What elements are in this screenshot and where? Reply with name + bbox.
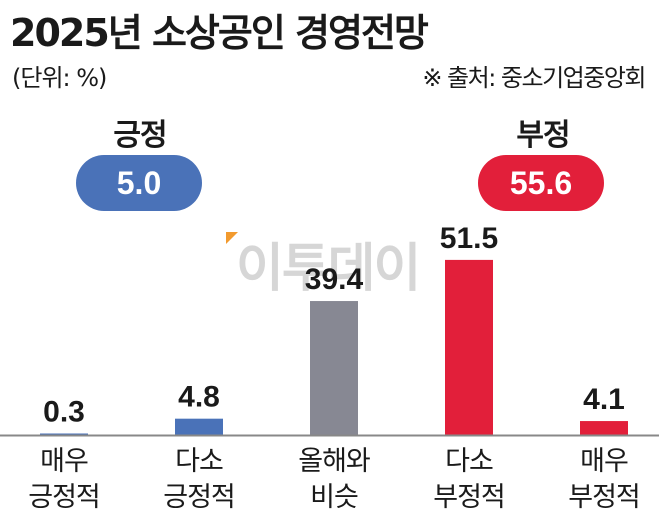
- bar-value-label-3: 51.5: [440, 222, 498, 255]
- watermark: 이투데이: [236, 239, 421, 299]
- positive-summary-label: 긍정: [113, 118, 167, 153]
- category-label-line: 다소: [445, 446, 494, 477]
- category-label-line: 매우: [580, 446, 629, 477]
- unit-label: (단위: %): [12, 64, 107, 92]
- negative-summary-label: 부정: [516, 118, 570, 153]
- category-label-line: 긍정적: [28, 482, 101, 513]
- positive-summary-pill: 5.0: [76, 155, 202, 211]
- category-label-line: 비슷: [310, 482, 359, 513]
- category-label-line: 올해와: [298, 446, 371, 477]
- bar-4: [580, 421, 628, 435]
- negative-summary-pill: 55.6: [478, 155, 604, 211]
- bar-value-label-2: 39.4: [305, 263, 364, 296]
- bar-value-label-4: 4.1: [583, 383, 625, 416]
- category-label-line: 긍정적: [163, 482, 236, 513]
- category-label-line: 매우: [40, 446, 89, 477]
- bar-value-label-1: 4.8: [178, 381, 220, 414]
- chart-title: 2025년 소상공인 경영전망: [10, 11, 429, 55]
- category-label-line: 부정적: [568, 482, 641, 513]
- source-note: ※ 출처: 중소기업중앙회: [422, 64, 646, 92]
- bar-2: [310, 301, 358, 435]
- category-label-line: 다소: [175, 446, 224, 477]
- bar-value-label-0: 0.3: [43, 396, 85, 429]
- watermark-logo-mark: [226, 232, 238, 244]
- bar-0: [40, 433, 88, 435]
- bar-3: [445, 259, 493, 435]
- category-label-line: 부정적: [433, 482, 506, 513]
- bar-1: [175, 418, 223, 435]
